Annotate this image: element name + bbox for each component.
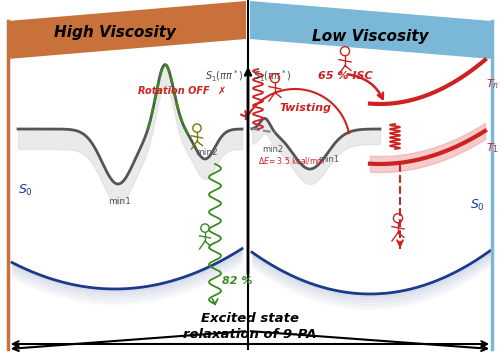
Text: $T_1$: $T_1$: [486, 141, 499, 155]
Polygon shape: [250, 1, 492, 59]
Text: $S_0$: $S_0$: [18, 183, 33, 198]
Text: $S_0$: $S_0$: [470, 198, 485, 213]
Text: min2: min2: [196, 148, 218, 157]
Text: min1: min1: [108, 197, 132, 206]
Text: $\Delta E$= 3.5 kcal/mol: $\Delta E$= 3.5 kcal/mol: [258, 155, 325, 167]
Text: 65 % ISC: 65 % ISC: [318, 71, 372, 81]
Text: High Viscosity: High Viscosity: [54, 25, 176, 41]
Polygon shape: [8, 1, 246, 59]
Text: $S_1(\pi\pi^*)$: $S_1(\pi\pi^*)$: [205, 69, 243, 84]
Text: min1: min1: [318, 155, 339, 164]
Text: 82 %: 82 %: [222, 276, 252, 286]
Polygon shape: [250, 59, 492, 349]
Polygon shape: [8, 59, 246, 349]
Text: $T_n$: $T_n$: [486, 77, 499, 91]
Text: Low Viscosity: Low Viscosity: [312, 29, 428, 45]
Text: Rotation OFF: Rotation OFF: [138, 86, 210, 96]
Text: ✗: ✗: [218, 86, 226, 96]
Text: Twisting: Twisting: [279, 103, 331, 113]
Text: min2: min2: [262, 145, 283, 154]
Text: $S_1(\pi\pi^*)$: $S_1(\pi\pi^*)$: [253, 69, 291, 84]
Text: Excited state
relaxation of 9-PA: Excited state relaxation of 9-PA: [183, 312, 317, 341]
